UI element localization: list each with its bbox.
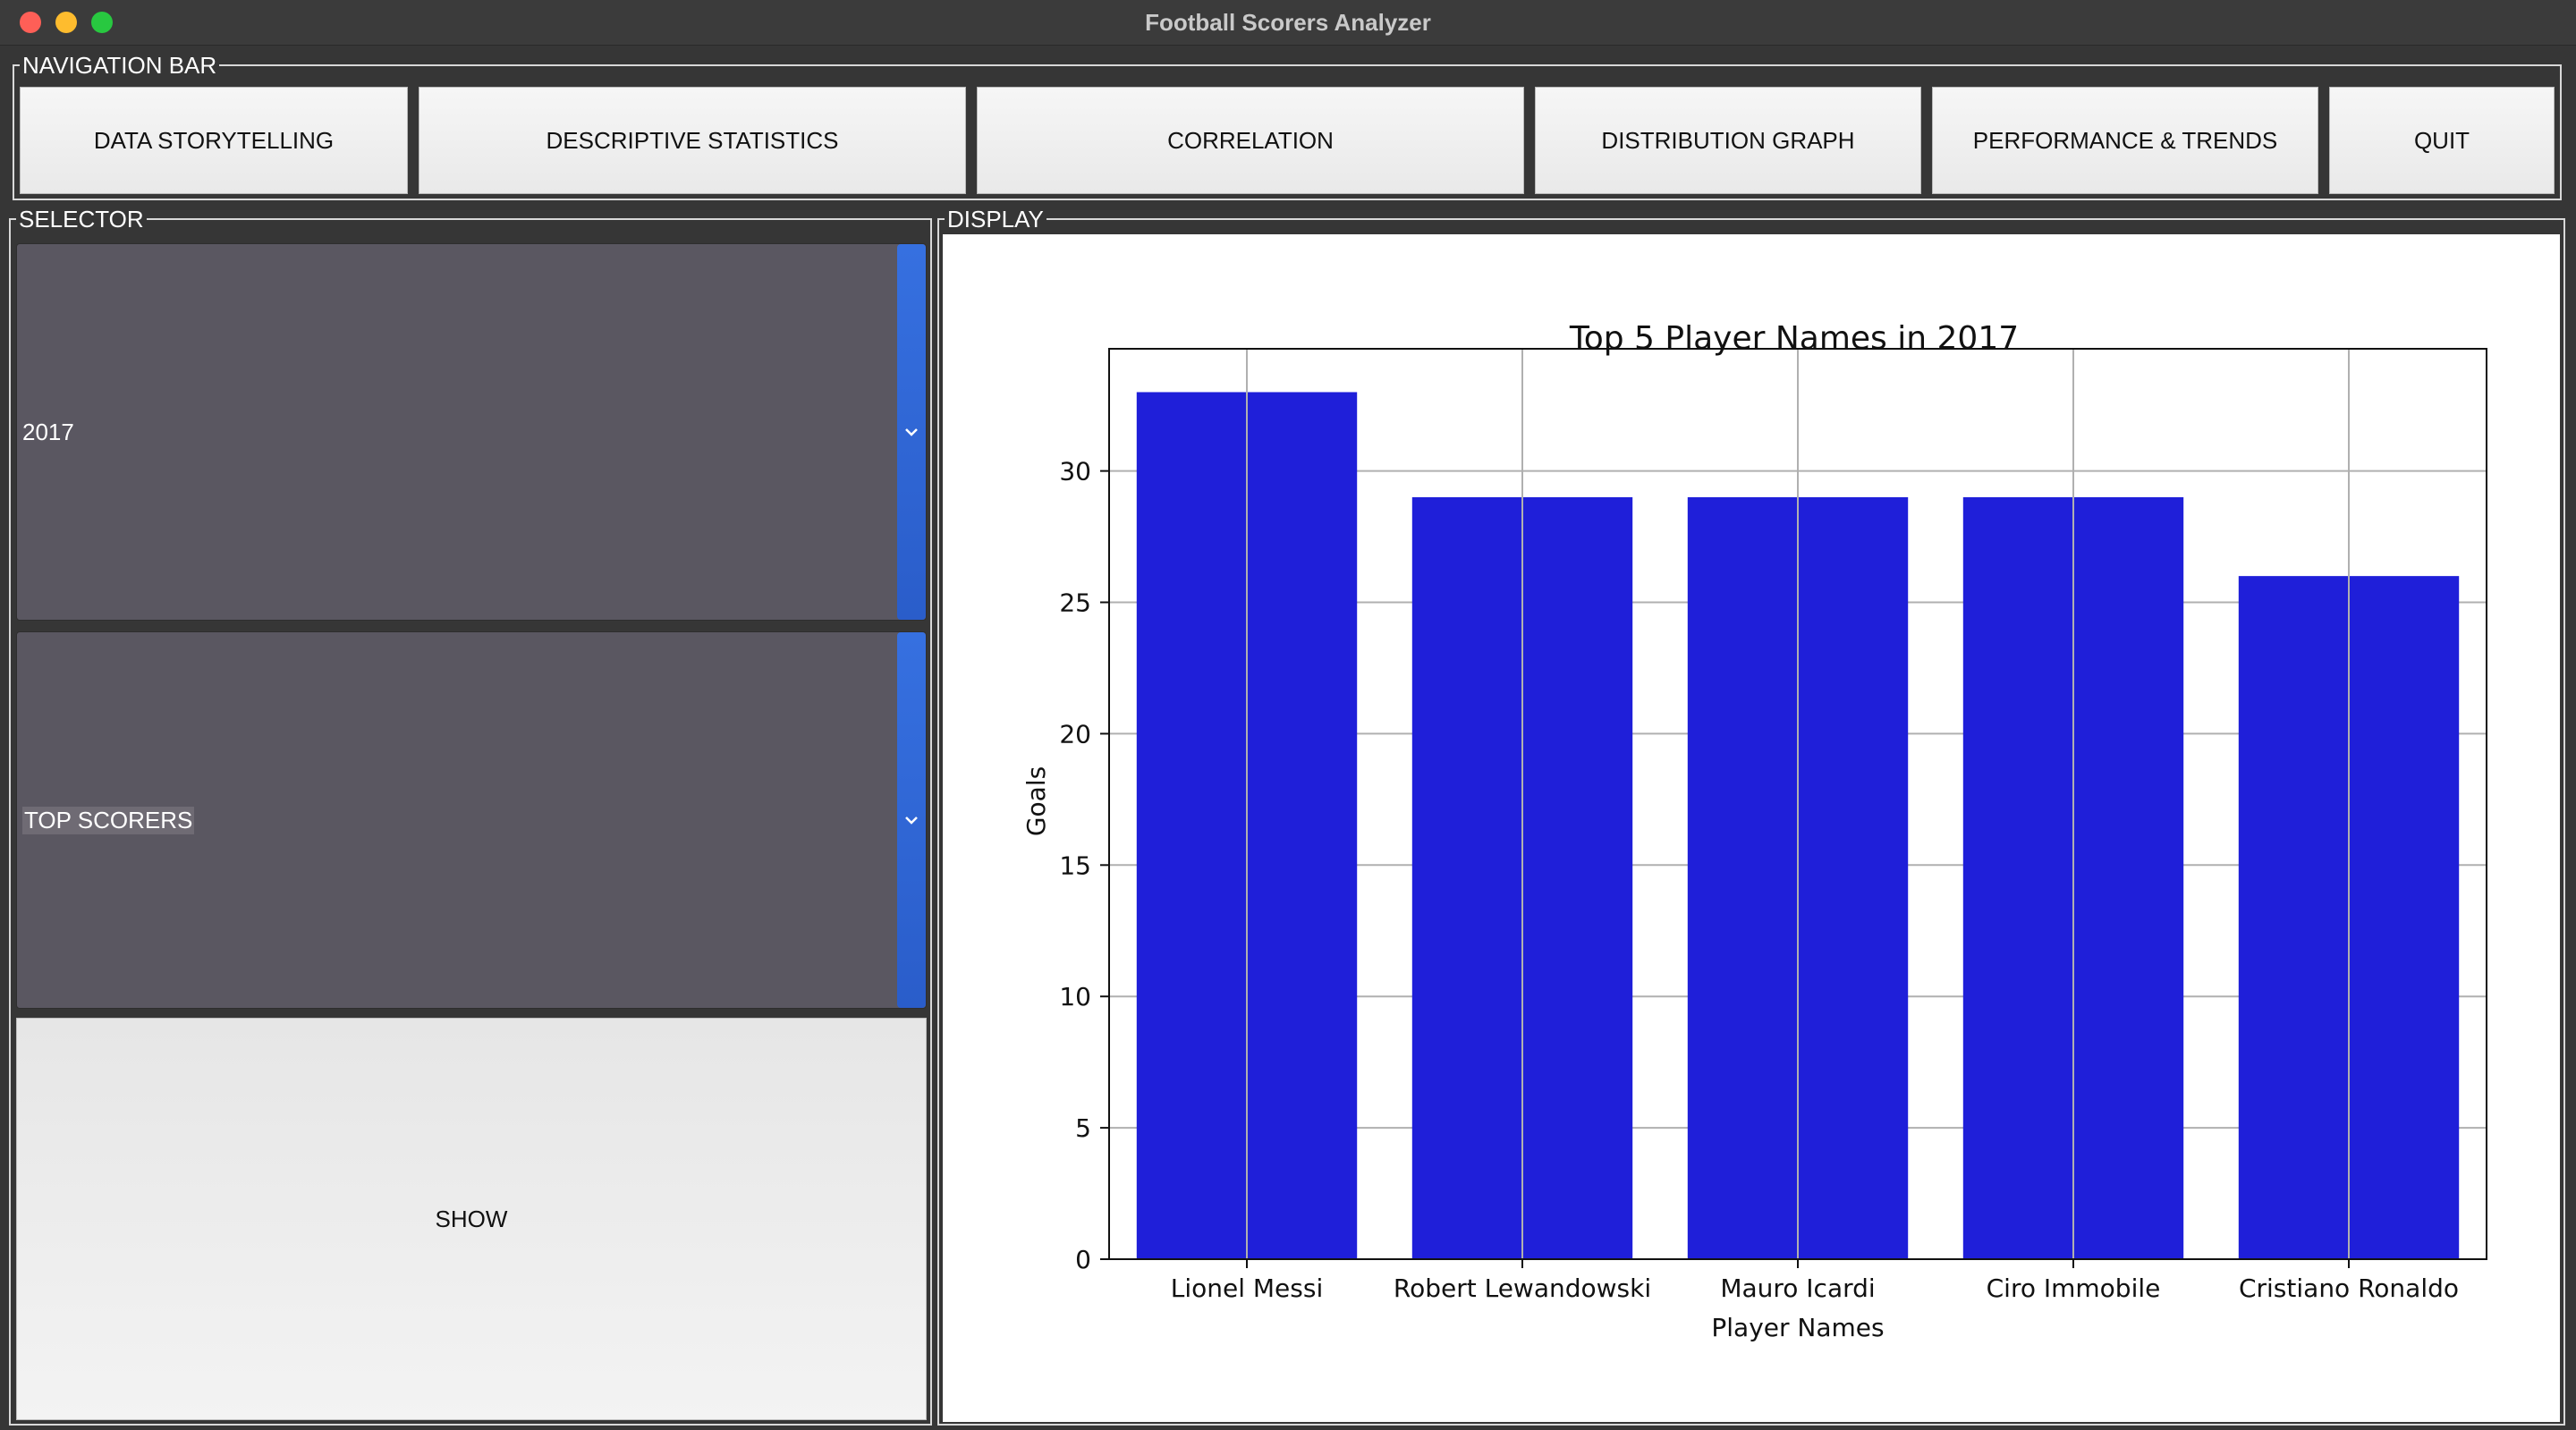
correlation-button[interactable]: CORRELATION [977,87,1524,194]
y-tick-label: 15 [1059,850,1091,880]
y-tick-label: 5 [1075,1113,1091,1143]
y-tick-label: 10 [1059,982,1091,1011]
distribution-graph-button[interactable]: DISTRIBUTION GRAPH [1535,87,1921,194]
metric-dropdown[interactable]: TOP SCORERS [16,631,927,1009]
display-label: DISPLAY [945,206,1046,233]
display-panel: DISPLAY Top 5 Player Names in 2017 0 5 10 1… [937,206,2565,1426]
selector-label: SELECTOR [16,206,147,233]
chart-area: Top 5 Player Names in 2017 0 5 10 15 20 25 30 L… [943,234,2560,1422]
x-axis-label: Player Names [1711,1313,1884,1342]
bar-chart: Top 5 Player Names in 2017 0 5 10 15 20 25 30 L… [1021,320,2487,1342]
y-tick-label: 0 [1075,1245,1091,1274]
metric-dropdown-value: TOP SCORERS [22,632,195,1008]
chevron-down-icon [905,817,918,825]
chart-title: Top 5 Player Names in 2017 [1569,320,2019,357]
y-tick-label: 25 [1059,588,1091,618]
quit-button[interactable]: QUIT [2329,87,2555,194]
metric-dropdown-arrow[interactable] [897,632,926,1008]
show-button[interactable]: SHOW [16,1018,927,1420]
navigation-bar: NAVIGATION BAR DATA STORYTELLING DESCRIP… [13,52,2562,200]
x-tick-label: Cristiano Ronaldo [2239,1273,2459,1303]
x-tick-label: Robert Lewandowski [1394,1273,1651,1303]
title-bar: Football Scorers Analyzer [0,0,2576,46]
window-title: Football Scorers Analyzer [1145,9,1431,36]
year-dropdown-arrow[interactable] [897,244,926,620]
minimize-window-button[interactable] [55,12,77,33]
close-window-button[interactable] [20,12,41,33]
selector-panel: SELECTOR 2017 TOP SCORERS SHOW [9,206,932,1426]
year-dropdown-value: 2017 [22,418,74,445]
performance-trends-button[interactable]: PERFORMANCE & TRENDS [1932,87,2318,194]
y-axis-label: Goals [1021,766,1051,836]
descriptive-statistics-button[interactable]: DESCRIPTIVE STATISTICS [419,87,966,194]
navigation-bar-label: NAVIGATION BAR [20,52,220,79]
data-storytelling-button[interactable]: DATA STORYTELLING [20,87,408,194]
chevron-down-icon [905,428,918,436]
y-tick-label: 30 [1059,457,1091,487]
metric-dropdown-text: TOP SCORERS [22,806,195,834]
year-dropdown[interactable]: 2017 [16,243,927,621]
x-tick-label: Mauro Icardi [1720,1273,1875,1303]
x-tick-label: Lionel Messi [1171,1273,1324,1303]
x-tick-label: Ciro Immobile [1987,1273,2161,1303]
y-tick-label: 20 [1059,719,1091,749]
zoom-window-button[interactable] [91,12,113,33]
